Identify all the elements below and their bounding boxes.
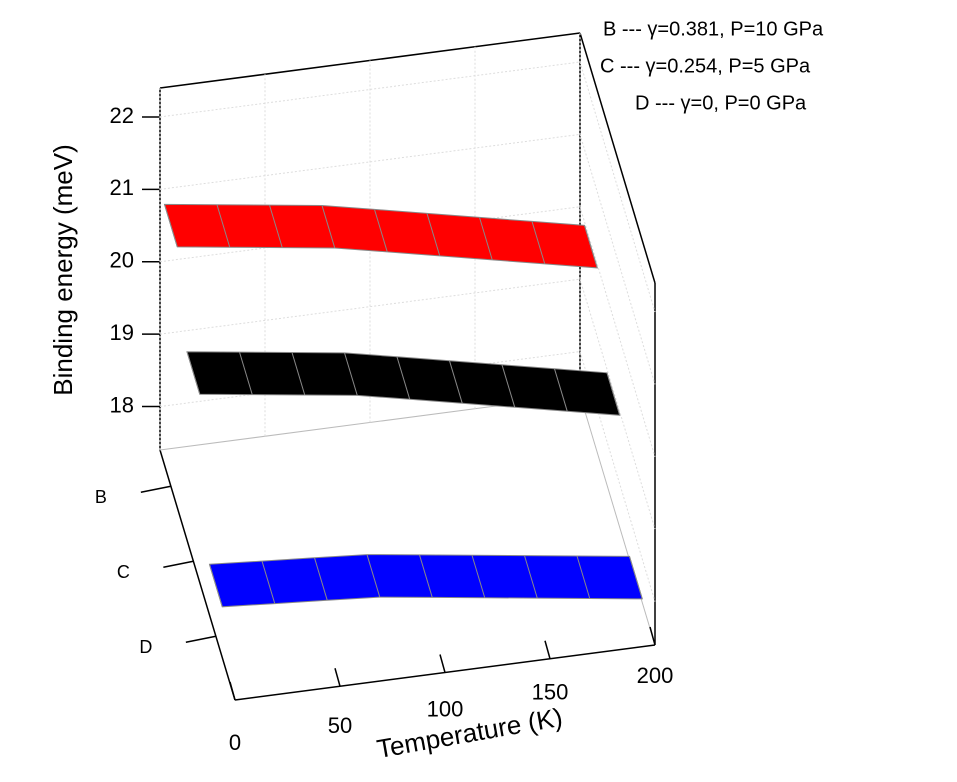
x-axis-title: Temperature (K) xyxy=(375,702,565,764)
x-tick xyxy=(229,681,236,701)
grid-line xyxy=(579,206,656,457)
legend-entry: B --- γ=0.381, P=10 GPa xyxy=(603,18,824,40)
ribbon-divider xyxy=(344,352,358,396)
grid-line xyxy=(159,206,581,263)
ribbon-divider xyxy=(374,209,388,253)
ribbon-divider xyxy=(209,564,223,607)
ribbon-divider xyxy=(576,555,591,599)
x-tick-label: 100 xyxy=(427,696,464,721)
ribbon-divider xyxy=(606,372,621,416)
y-axis-title: Binding energy (meV) xyxy=(48,144,78,395)
grid-line xyxy=(579,134,656,385)
y-tick-label: 22 xyxy=(110,103,134,128)
depth-label: D xyxy=(139,637,152,657)
grid-line xyxy=(579,279,656,530)
x-tick xyxy=(334,668,341,687)
axis-line xyxy=(159,449,236,701)
ribbon-divider xyxy=(479,217,493,261)
x-tick xyxy=(439,654,446,673)
ribbon-divider xyxy=(426,213,441,257)
y-tick-label: 21 xyxy=(110,175,134,200)
y-tick-label: 20 xyxy=(110,248,134,273)
x-tick xyxy=(649,626,656,646)
ribbon-divider xyxy=(524,555,538,599)
ribbon-divider xyxy=(186,351,201,395)
axis-line xyxy=(579,32,656,284)
x-tick-label: 200 xyxy=(637,663,674,688)
depth-label: B xyxy=(95,487,107,507)
ribbon-divider xyxy=(366,554,381,598)
x-tick-label: 150 xyxy=(532,680,569,705)
x-tick-label: 50 xyxy=(328,713,352,738)
x-tick-label: 0 xyxy=(229,730,241,755)
ribbon-divider xyxy=(471,555,486,598)
ribbon-divider xyxy=(216,204,231,248)
ribbon-divider xyxy=(164,204,178,248)
ribbon xyxy=(163,203,598,269)
ribbon-divider xyxy=(314,557,328,601)
grid-line xyxy=(159,278,581,335)
ribbon-divider xyxy=(629,556,643,600)
grid-line xyxy=(579,61,656,313)
ribbon-divider xyxy=(449,360,463,404)
ribbon-divider xyxy=(554,368,568,412)
ribbon-divider xyxy=(501,364,516,408)
ribbon-divider xyxy=(321,205,336,249)
depth-label: C xyxy=(117,562,130,582)
y-tick-label: 18 xyxy=(110,392,134,417)
depth-tick xyxy=(163,560,194,568)
ribbon-divider xyxy=(419,554,433,598)
legend-entry: D --- γ=0, P=0 GPa xyxy=(635,92,807,114)
ribbon-divider xyxy=(396,356,411,400)
legend-entry: C --- γ=0.254, P=5 GPa xyxy=(600,55,811,77)
x-tick xyxy=(544,640,551,659)
depth-tick xyxy=(140,485,172,493)
axis-line xyxy=(579,394,656,646)
ribbon xyxy=(208,554,643,608)
ribbon-divider xyxy=(291,352,306,396)
grid-line xyxy=(159,351,581,408)
ribbon-divider xyxy=(239,351,253,395)
ribbon-divider xyxy=(269,204,283,248)
depth-tick xyxy=(185,635,217,643)
ribbon xyxy=(186,351,621,416)
ribbon-divider xyxy=(261,560,276,604)
ribbon-divider xyxy=(531,221,546,265)
grid-line xyxy=(159,133,581,190)
grid-line xyxy=(159,61,581,118)
y-tick-label: 19 xyxy=(110,320,134,345)
ribbon-divider xyxy=(584,225,598,269)
grid-line xyxy=(579,351,656,602)
